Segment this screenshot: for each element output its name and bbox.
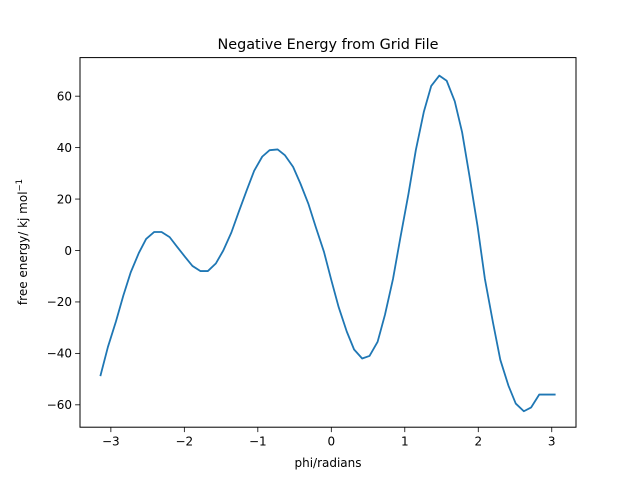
y-tick-label: 20 — [57, 192, 72, 206]
x-tick-label: 3 — [548, 435, 556, 449]
y-tick-label: 40 — [57, 141, 72, 155]
y-axis-label-superscript: −1 — [15, 179, 25, 192]
y-tick-label: 0 — [64, 244, 72, 258]
x-tick-label: −1 — [249, 435, 267, 449]
x-axis-label: phi/radians — [294, 456, 361, 470]
free-energy-line — [99, 74, 556, 413]
plot-area-frame — [79, 57, 577, 428]
y-axis-label: free energy/ kj mol−1 — [15, 179, 30, 305]
x-tick-label: 0 — [327, 435, 335, 449]
y-tick-label: 60 — [57, 89, 72, 103]
chart-title: Negative Energy from Grid File — [217, 37, 438, 53]
y-tick-label: −60 — [47, 398, 72, 412]
x-tick-label: −3 — [102, 435, 120, 449]
y-axis-label-text: free energy/ kj mol — [16, 191, 30, 305]
x-tick-label: 1 — [401, 435, 409, 449]
x-tick-label: −2 — [175, 435, 193, 449]
x-tick-label: 2 — [474, 435, 482, 449]
y-tick-label: −20 — [47, 295, 72, 309]
x-axis-ticks: −3 −2 −1 0 1 2 3 — [102, 427, 556, 449]
y-tick-label: −40 — [47, 347, 72, 361]
y-axis-ticks: −60 −40 −20 0 20 40 60 — [47, 89, 80, 412]
